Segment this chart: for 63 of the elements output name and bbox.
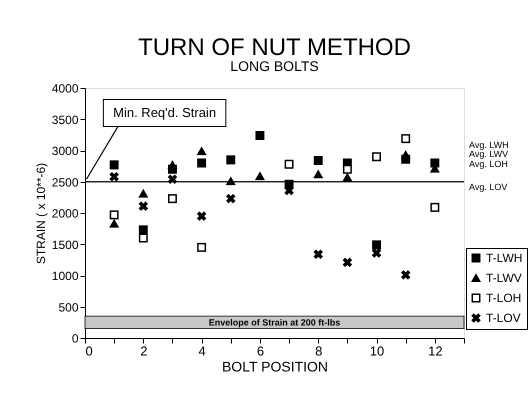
point	[226, 194, 236, 204]
point	[372, 248, 381, 258]
point	[430, 202, 440, 212]
point	[314, 250, 323, 259]
point	[401, 150, 410, 159]
point	[430, 158, 440, 168]
text: Avg. LWV	[469, 149, 508, 159]
x-tick-label: 6	[256, 344, 264, 358]
point	[255, 131, 264, 140]
point	[197, 212, 206, 221]
point	[138, 190, 148, 198]
point	[342, 173, 352, 182]
x-tick-label: 4	[198, 344, 206, 358]
chart-title: TURN OF NUT METHOD	[138, 34, 411, 61]
x-tick-label: 10	[370, 344, 384, 358]
legend-label: T-LWV	[486, 271, 522, 285]
point	[255, 172, 264, 180]
y-tick-label: 2000	[52, 206, 79, 220]
point	[314, 170, 323, 178]
text: Avg. LOH	[469, 159, 508, 169]
point	[197, 158, 206, 168]
x-tick-label: 8	[315, 344, 322, 358]
x-tick-label: 12	[428, 344, 443, 358]
point	[401, 134, 410, 144]
point	[314, 156, 323, 165]
point	[110, 220, 119, 228]
y-tick-label: 0	[72, 332, 79, 346]
y-tick-label: 3000	[52, 144, 79, 158]
point	[372, 240, 381, 250]
point	[342, 164, 352, 174]
point	[138, 234, 148, 242]
legend-label: T-LWH	[486, 251, 522, 265]
point	[197, 242, 206, 252]
y-tick-label: 1000	[52, 269, 79, 283]
text: Avg. LWH	[469, 140, 509, 150]
point	[342, 258, 352, 267]
point	[138, 202, 148, 211]
y-tick-label: 1500	[52, 238, 79, 252]
ref-line-label: Min. Req'd. Strain	[113, 105, 216, 120]
point	[226, 155, 236, 164]
x-axis-title: BOLT POSITION	[222, 358, 328, 374]
point	[110, 210, 119, 220]
y-tick-label: 500	[58, 300, 79, 314]
point	[372, 152, 381, 162]
chart-subtitle: LONG BOLTS	[230, 58, 319, 74]
text: Avg. LOV	[469, 182, 508, 192]
legend-label: T-LOV	[486, 311, 521, 325]
point	[138, 225, 148, 234]
y-tick-label: 4000	[52, 82, 79, 96]
y-tick-label: 3500	[52, 112, 79, 127]
point	[401, 270, 410, 280]
point	[110, 160, 119, 170]
y-tick-label: 2500	[52, 175, 79, 190]
point	[197, 147, 206, 156]
y-axis-title: STRAIN ( x 10**-6)	[34, 162, 48, 264]
point	[284, 160, 294, 169]
legend-label: T-LOH	[486, 291, 522, 305]
point	[110, 172, 119, 182]
point	[168, 160, 177, 169]
point	[168, 194, 177, 204]
x-tick-label: 0	[86, 344, 93, 358]
x-tick-label: 2	[140, 344, 148, 358]
band-label: Envelope of Strain at 200 ft-lbs	[208, 317, 340, 328]
